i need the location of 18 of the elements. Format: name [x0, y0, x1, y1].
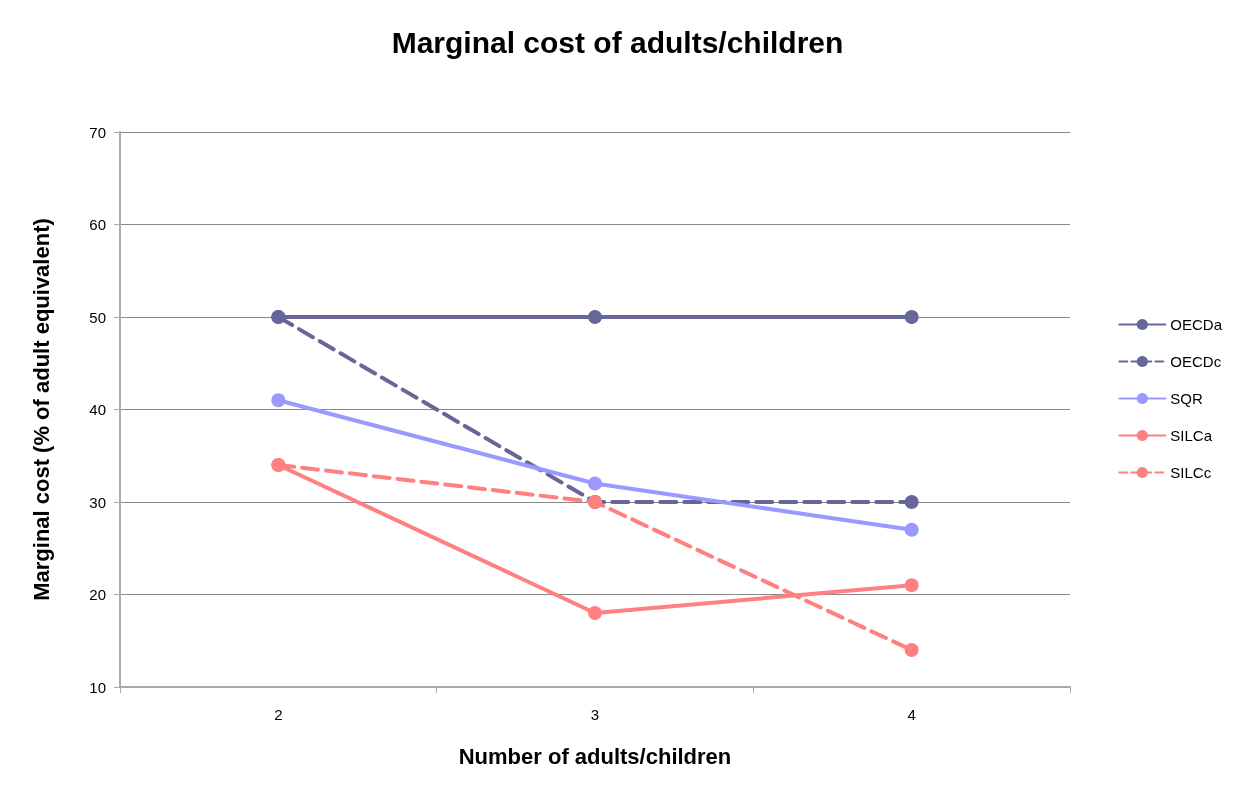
legend-label: SQR — [1170, 390, 1203, 407]
y-tick-label: 50 — [89, 308, 106, 326]
x-tick-label: 3 — [590, 706, 600, 723]
x-tick-label: 4 — [907, 706, 916, 723]
y-tick-label: 10 — [89, 678, 106, 696]
x-axis-title: Number of adults/children — [458, 743, 732, 769]
legend-label: OECDa — [1170, 316, 1223, 333]
chart-title: Marginal cost of adults/children — [391, 25, 844, 59]
x-tick-label: 2 — [274, 706, 283, 723]
legend-label: OECDc — [1170, 353, 1222, 370]
y-tick-label: 60 — [89, 216, 106, 233]
y-tick-label: 30 — [89, 493, 106, 511]
y-axis-title: Marginal cost (% of adult equivalent) — [28, 218, 54, 601]
legend-label: SILCa — [1170, 427, 1213, 444]
y-tick-label: 70 — [89, 123, 106, 141]
y-tick-label: 40 — [89, 401, 106, 418]
legend-label: SILCc — [1170, 464, 1212, 481]
y-tick-label: 20 — [89, 586, 106, 603]
